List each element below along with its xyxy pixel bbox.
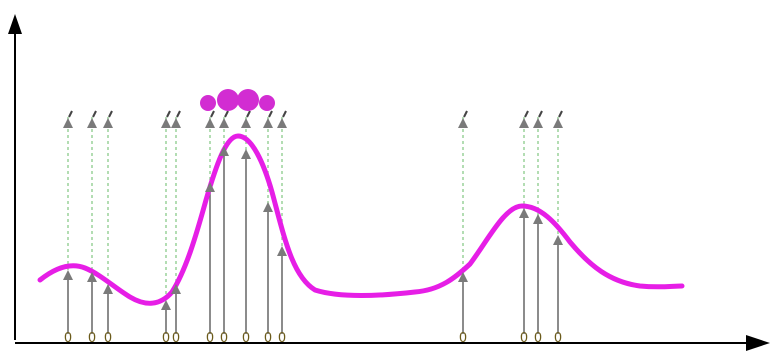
baseline-label: 0 — [554, 331, 562, 346]
top-marker-icon — [161, 118, 171, 128]
baseline-label: 0 — [206, 331, 214, 346]
tick-mark — [166, 110, 171, 118]
baseline-label: 0 — [104, 331, 112, 346]
top-marker-icon — [241, 118, 251, 128]
tick-mark — [68, 110, 73, 118]
cluster-circle — [217, 89, 239, 111]
tick-mark — [176, 110, 181, 118]
baseline-label: 0 — [459, 331, 467, 346]
baseline-label: 0 — [64, 331, 72, 346]
baseline-label: 0 — [172, 331, 180, 346]
baseline-label: 0 — [264, 331, 272, 346]
top-marker-icon — [533, 118, 543, 128]
top-marker-icon — [63, 118, 73, 128]
baseline-label: 0 — [88, 331, 96, 346]
top-marker-icon — [519, 118, 529, 128]
cluster-circle — [237, 89, 259, 111]
top-marker-icon — [219, 118, 229, 128]
curve-marker-icon — [241, 149, 251, 159]
tick-mark — [282, 110, 287, 118]
baseline-label: 0 — [242, 331, 250, 346]
tick-mark — [268, 110, 273, 118]
curve-marker-icon — [205, 182, 215, 192]
distribution-curve — [37, 133, 685, 306]
curve-marker-icon — [519, 208, 529, 218]
tick-mark — [210, 110, 215, 118]
baseline-label: 0 — [534, 331, 542, 346]
baseline-label: 0 — [278, 331, 286, 346]
tick-mark — [463, 110, 468, 118]
particle-cluster — [200, 89, 275, 111]
tick-mark — [558, 110, 563, 118]
curve-marker-icon — [161, 300, 171, 310]
curve-marker-icon — [458, 272, 468, 282]
top-marker-icon — [171, 118, 181, 128]
curve-marker-icon — [171, 284, 181, 294]
baseline-label: 0 — [220, 331, 228, 346]
curve-marker-icon — [533, 214, 543, 224]
curve-marker-icon — [87, 272, 97, 282]
curve-marker-icon — [219, 146, 229, 156]
baseline-label: 0 — [520, 331, 528, 346]
curve-marker-icon — [103, 284, 113, 294]
tick-mark — [524, 110, 529, 118]
tick-mark — [246, 110, 251, 118]
curve-marker-icon — [63, 270, 73, 280]
cluster-circle — [259, 95, 275, 111]
tick-mark — [538, 110, 543, 118]
x-axis-arrow-icon — [746, 335, 770, 351]
top-marker-icon — [103, 118, 113, 128]
curve-marker-icon — [263, 202, 273, 212]
top-marker-icon — [277, 118, 287, 128]
top-marker-icon — [553, 118, 563, 128]
top-marker-icon — [458, 118, 468, 128]
tick-mark — [108, 110, 113, 118]
tick-mark — [224, 110, 229, 118]
tick-mark — [92, 110, 97, 118]
top-marker-icon — [87, 118, 97, 128]
curve-marker-icon — [553, 235, 563, 245]
top-marker-icon — [263, 118, 273, 128]
top-marker-icon — [205, 118, 215, 128]
y-axis-arrow-icon — [8, 14, 22, 34]
baseline-label: 0 — [162, 331, 170, 346]
curve-marker-icon — [277, 246, 287, 256]
cluster-circle — [200, 95, 216, 111]
